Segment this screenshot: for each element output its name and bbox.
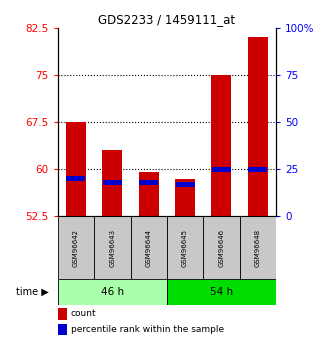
- Text: GSM96646: GSM96646: [219, 229, 224, 267]
- Text: GSM96645: GSM96645: [182, 229, 188, 267]
- Bar: [66, 122, 86, 216]
- Text: GSM96648: GSM96648: [255, 229, 261, 267]
- Bar: [102, 150, 122, 216]
- Bar: [66, 176, 85, 181]
- Text: GSM96643: GSM96643: [109, 229, 115, 267]
- Text: 46 h: 46 h: [101, 287, 124, 297]
- Bar: [58, 216, 94, 279]
- Text: time ▶: time ▶: [16, 287, 49, 297]
- Bar: [175, 179, 195, 216]
- Bar: [58, 308, 66, 319]
- Bar: [103, 180, 122, 185]
- Text: 54 h: 54 h: [210, 287, 233, 297]
- Text: GSM96642: GSM96642: [73, 229, 79, 267]
- Text: GSM96644: GSM96644: [146, 229, 152, 267]
- Bar: [58, 324, 66, 335]
- Title: GDS2233 / 1459111_at: GDS2233 / 1459111_at: [98, 13, 236, 27]
- Bar: [176, 182, 195, 187]
- Bar: [94, 216, 131, 279]
- Bar: [167, 216, 203, 279]
- Bar: [212, 167, 231, 172]
- Bar: [248, 167, 267, 172]
- Bar: [240, 216, 276, 279]
- Bar: [139, 172, 159, 216]
- Bar: [212, 75, 231, 216]
- Bar: [139, 180, 158, 185]
- Bar: [248, 37, 268, 216]
- Bar: [203, 216, 240, 279]
- Bar: [131, 216, 167, 279]
- Bar: [58, 279, 167, 305]
- Bar: [167, 279, 276, 305]
- Text: percentile rank within the sample: percentile rank within the sample: [71, 325, 224, 334]
- Text: count: count: [71, 309, 97, 318]
